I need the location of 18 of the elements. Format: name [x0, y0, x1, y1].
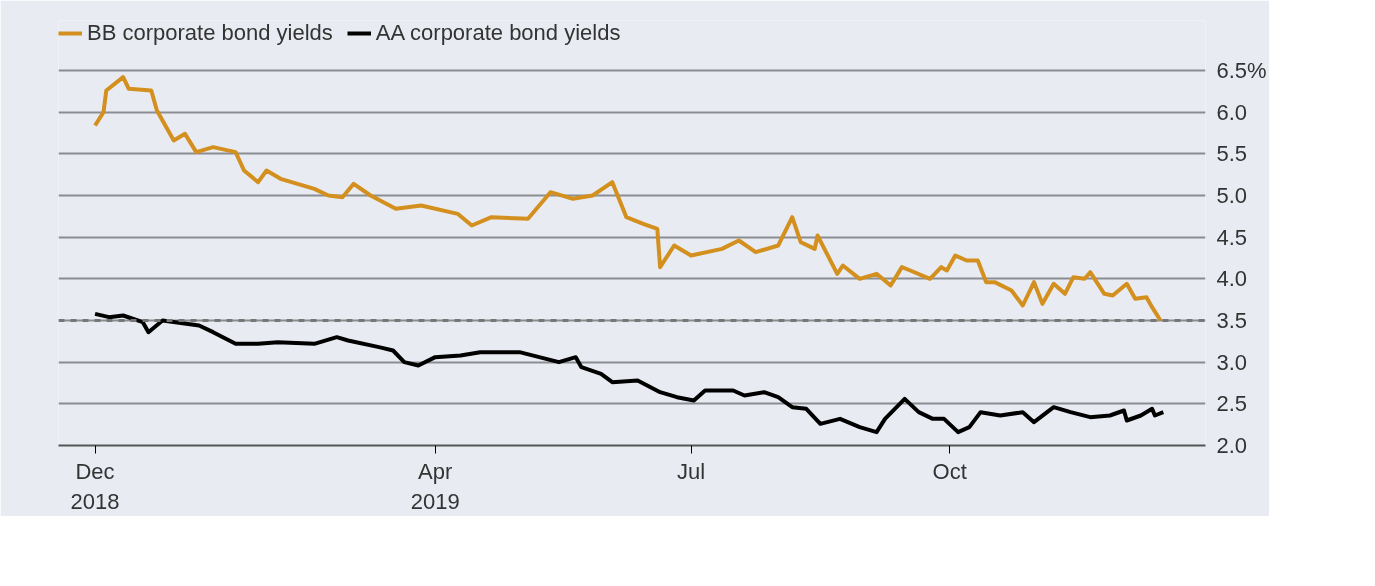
y-tick-label: 4.0	[1216, 266, 1248, 292]
y-tick-label: 5.0	[1216, 183, 1248, 208]
x-tick-label: Apr 2019	[410, 458, 460, 514]
y-tick-label: 2.5	[1216, 391, 1248, 417]
y-tick-label: 3.0	[1216, 349, 1248, 375]
y-tick-label: 2.0	[1216, 433, 1248, 458]
line-series	[93, 75, 1163, 323]
y-tick-label: 6.0	[1216, 99, 1248, 125]
line-series	[93, 311, 1166, 435]
y-tick-label: 5.5	[1216, 141, 1248, 167]
x-tick-label: Oct	[932, 458, 967, 484]
x-tick-label: Jul	[676, 458, 706, 484]
legend-label: AA corporate bond yields	[375, 20, 621, 46]
legend-label: BB corporate bond yields	[87, 20, 333, 46]
x-tick-label: Dec 2018	[70, 458, 120, 514]
y-tick-label: 3.5	[1216, 308, 1248, 333]
y-tick-label: 4.5	[1216, 224, 1248, 250]
y-tick-label: 6.5%	[1216, 58, 1267, 83]
